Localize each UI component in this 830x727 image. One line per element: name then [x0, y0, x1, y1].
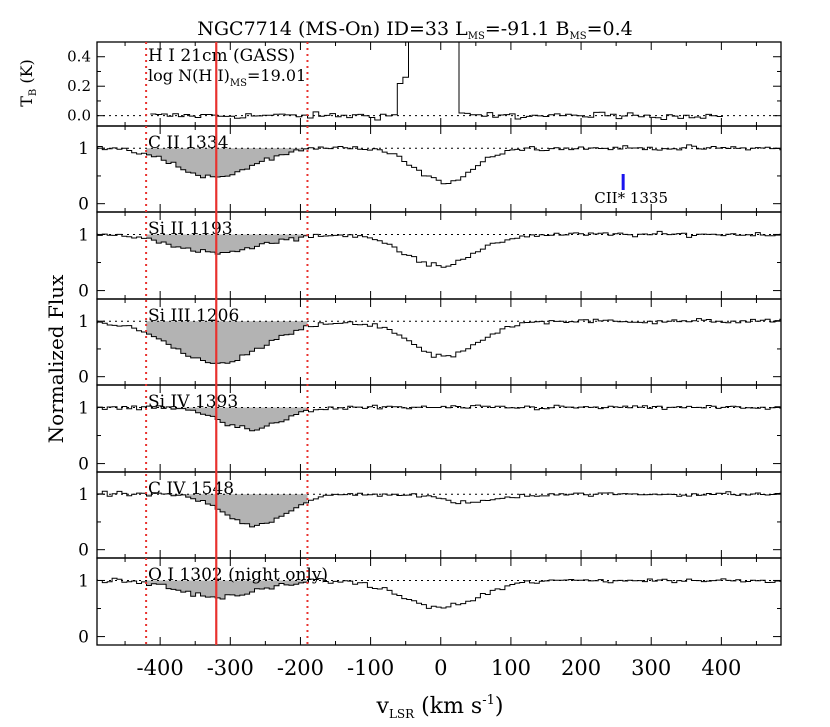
x-tick-label: 200 — [561, 656, 601, 680]
x-tick-label: -100 — [347, 656, 394, 680]
y-tick-label: 1 — [78, 485, 89, 505]
x-tick-label: -300 — [207, 656, 254, 680]
flux-spectrum — [97, 577, 781, 609]
absorption-shade — [146, 580, 308, 599]
x-label-sub: LSR — [389, 707, 415, 721]
hi-column-sub: MS — [230, 78, 247, 89]
y-tick-label: 1 — [78, 225, 89, 245]
x-tick-label: 400 — [701, 656, 741, 680]
x-tick-label: 300 — [631, 656, 671, 680]
absorption-shade — [146, 494, 308, 527]
absorption-shade — [146, 321, 308, 364]
panel-label: C IV 1548 — [148, 479, 234, 499]
x-tick-label: -200 — [277, 656, 324, 680]
hi-column-prefix: log N(H I) — [148, 66, 230, 85]
flux-spectrum — [97, 490, 781, 528]
panel-flux: 0 1 Si III 1206 — [78, 298, 782, 388]
flux-spectrum — [97, 318, 781, 364]
panel-label: C II 1334 — [148, 133, 229, 153]
x-tick-label: 0 — [434, 656, 447, 680]
panel-stack: 0.0 0.2 0.4 H I 21cm (GASS)log N(H I)MS=19.… — [67, 41, 782, 648]
absorption-shade — [146, 148, 308, 178]
title-l-value: =-91.1 B — [485, 18, 570, 40]
y-tick-label: 1 — [78, 312, 89, 332]
cii-star-label: CII* 1335 — [594, 189, 668, 207]
x-axis-label: vLSR (km s-1) — [376, 693, 504, 721]
y-tick-label: 0 — [78, 628, 89, 648]
panel-flux: 0 1 O I 1302 (night only) — [78, 557, 782, 648]
y-tick-label: 0 — [78, 368, 89, 388]
panel-label: O I 1302 (night only) — [148, 565, 328, 585]
absorption-shade — [146, 234, 308, 255]
y-tick-label: 0 — [78, 455, 89, 475]
hi-column-density: log N(H I)MS=19.01 — [148, 66, 306, 89]
panel-frame — [96, 557, 782, 646]
panel-flux: 0 1 Si IV 1393 — [78, 384, 782, 475]
x-label-v: v — [376, 694, 390, 719]
y-tick-label: 0 — [78, 541, 89, 561]
panel-label: Si IV 1393 — [148, 392, 238, 412]
y-tick-label: 1 — [78, 398, 89, 418]
hi-y-tick-label: 0.2 — [67, 77, 91, 95]
tb-label-t: T — [17, 96, 36, 107]
y-axis-label-tb: TB (K) — [17, 59, 39, 107]
title-b-sub: MS — [570, 31, 587, 42]
y-tick-label: 1 — [78, 571, 89, 591]
x-axis: -400 -300 -200 -100 0 100 200 300 400 — [137, 656, 742, 680]
panel-hi-21cm: 0.0 0.2 0.4 H I 21cm (GASS)log N(H I)MS=19.… — [67, 41, 782, 127]
flux-spectrum — [97, 230, 781, 268]
panel-flux: 0 1 Si II 1193 — [78, 211, 782, 302]
x-label-exp: -1 — [482, 693, 495, 708]
x-tick-label: -400 — [137, 656, 184, 680]
y-tick-label: 0 — [78, 195, 89, 215]
tb-label-unit: (K) — [17, 59, 36, 89]
y-axis-label-flux: Normalized Flux — [44, 274, 68, 443]
hi-y-tick-label: 0.4 — [67, 48, 91, 66]
chart-title: NGC7714 (MS-On) ID=33 LMS=-91.1 BMS=0.4 — [197, 18, 632, 42]
flux-spectrum — [97, 144, 781, 185]
x-label-close: ) — [495, 694, 504, 719]
y-tick-label: 0 — [78, 282, 89, 302]
panel-flux: 0 1 C IV 1548 — [78, 471, 782, 561]
tb-label-sub: B — [28, 89, 39, 96]
hi-panel-label: H I 21cm (GASS) — [148, 46, 295, 66]
flux-spectrum — [97, 404, 781, 432]
panel-flux: 0 1 C II 1334 CII* 1335 — [78, 125, 782, 215]
panel-label: Si II 1193 — [148, 219, 233, 239]
hi-column-value: =19.01 — [247, 66, 306, 85]
hi-y-tick-label: 0.0 — [67, 107, 91, 125]
x-tick-label: 100 — [491, 656, 531, 680]
title-main: NGC7714 (MS-On) ID=33 L — [197, 18, 468, 40]
title-l-sub: MS — [468, 31, 485, 42]
absorption-shade — [146, 407, 308, 431]
velocity-markers — [145, 42, 309, 645]
y-tick-label: 1 — [78, 139, 89, 159]
panel-label: Si III 1206 — [148, 306, 239, 326]
title-b-value: =0.4 — [587, 18, 633, 40]
x-label-unit: (km s — [414, 694, 482, 719]
hi-spectrum — [150, 42, 723, 121]
